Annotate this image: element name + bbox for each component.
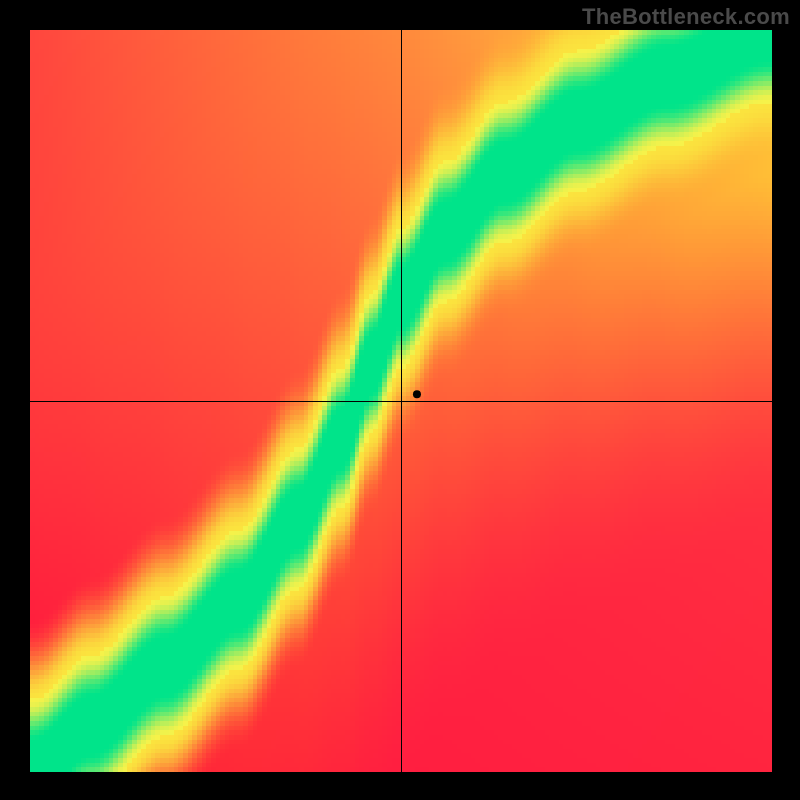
watermark-text: TheBottleneck.com — [582, 4, 790, 30]
stage: TheBottleneck.com — [0, 0, 800, 800]
bottleneck-heatmap — [30, 30, 772, 772]
